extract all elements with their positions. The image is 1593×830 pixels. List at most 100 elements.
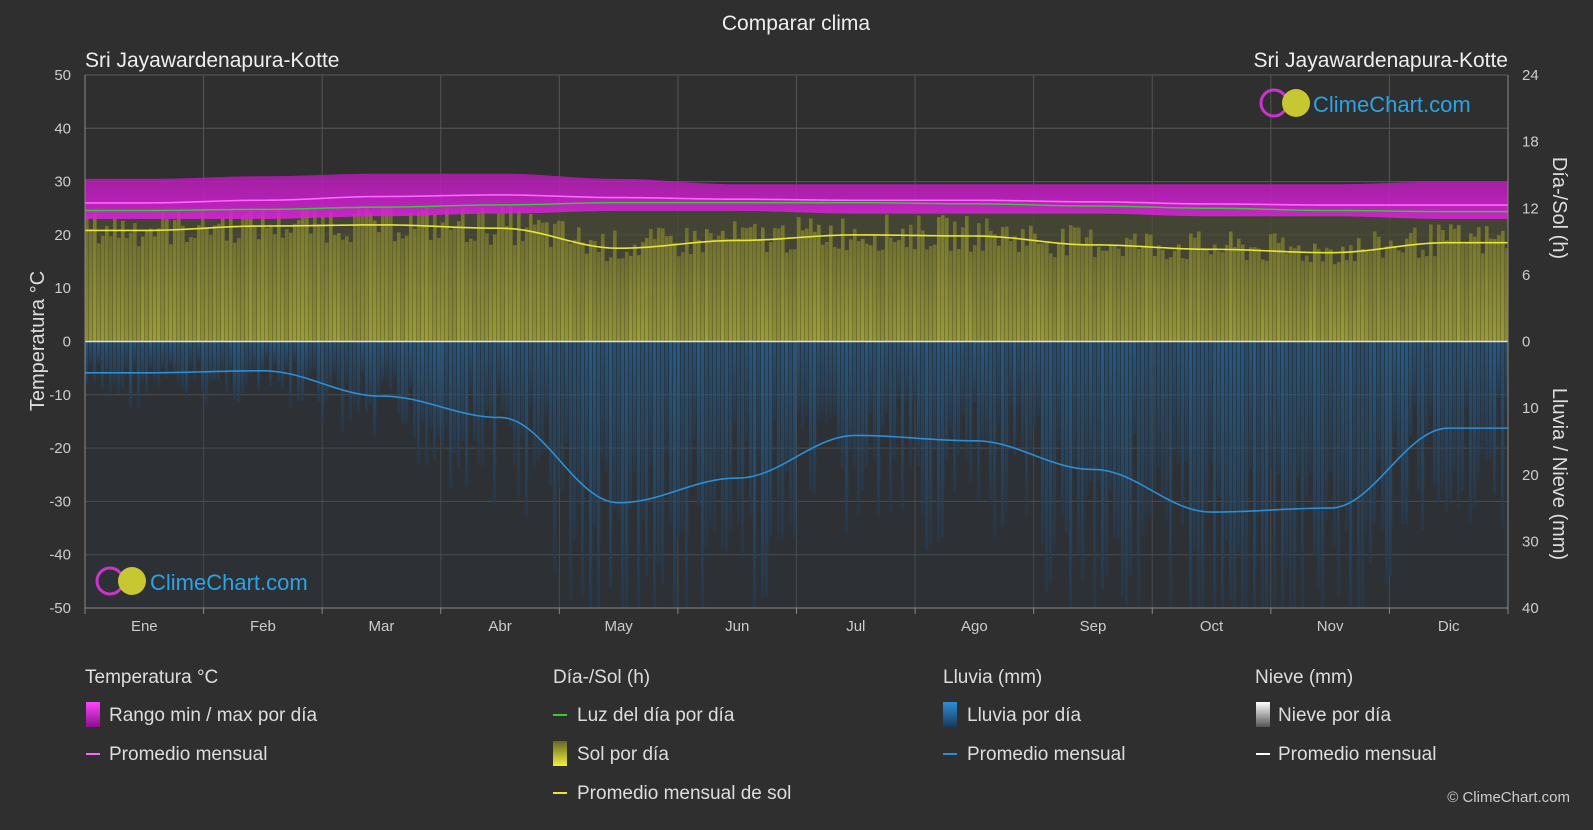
sun-bar xyxy=(97,243,101,342)
sun-bar xyxy=(381,207,385,342)
sun-bar xyxy=(629,255,633,342)
rain-bar xyxy=(665,341,669,455)
sun-bar xyxy=(977,223,981,342)
rain-bar xyxy=(797,341,801,413)
rain-bar xyxy=(173,341,177,372)
sun-bar xyxy=(1417,257,1421,342)
rain-bar xyxy=(709,341,713,529)
rain-bar xyxy=(253,341,257,370)
rain-bar xyxy=(769,341,773,536)
rain-bar xyxy=(1485,341,1489,462)
sun-bar xyxy=(133,223,137,342)
sun-bar xyxy=(933,244,937,342)
sun-bar xyxy=(1069,225,1073,342)
rain-bar xyxy=(1133,341,1137,436)
sun-bar xyxy=(345,236,349,342)
sun-bar xyxy=(861,238,865,342)
sun-bar xyxy=(1033,233,1037,342)
sun-bar xyxy=(537,220,541,342)
rain-bar xyxy=(1049,341,1053,583)
sun-bar xyxy=(1477,227,1481,342)
rain-bar xyxy=(397,341,401,415)
sun-bar xyxy=(689,254,693,342)
sun-bar xyxy=(729,239,733,342)
sun-bar xyxy=(1049,253,1053,342)
rain-bar xyxy=(241,341,245,395)
sun-bar xyxy=(137,246,141,342)
rain-bar xyxy=(497,341,501,392)
rain-bar xyxy=(1257,341,1261,515)
sun-bar xyxy=(929,246,933,342)
sun-bar xyxy=(165,219,169,342)
sun-bar xyxy=(985,218,989,342)
month-label: Nov xyxy=(1317,618,1344,635)
rain-bar xyxy=(89,341,93,367)
rain-bar xyxy=(601,341,605,458)
sun-bar xyxy=(1473,236,1477,342)
sun-bar xyxy=(509,206,513,342)
sun-bar xyxy=(1001,227,1005,342)
sun-bar xyxy=(561,221,565,342)
rain-bar xyxy=(1009,341,1013,408)
rain-bar xyxy=(101,341,105,390)
sun-bar xyxy=(1433,256,1437,342)
sun-bar xyxy=(1373,231,1377,342)
sun-bar xyxy=(125,237,129,342)
sun-bar xyxy=(553,223,557,342)
rain-bar xyxy=(481,341,485,468)
sun-bar xyxy=(1153,256,1157,342)
sun-bar xyxy=(1321,261,1325,342)
rain-bar xyxy=(373,341,377,437)
sun-bar xyxy=(1405,238,1409,342)
rain-bar xyxy=(581,341,585,596)
rain-bar xyxy=(641,341,645,522)
sun-bar xyxy=(989,230,993,342)
logo-top-right: ClimeChart.com xyxy=(1259,88,1471,118)
rain-bar xyxy=(189,341,193,367)
sun-bar xyxy=(85,216,89,342)
rain-bar xyxy=(557,341,561,490)
rain-bar xyxy=(389,341,393,391)
rain-bar xyxy=(313,341,317,371)
sun-bar xyxy=(825,241,829,342)
rain-bar xyxy=(809,341,813,492)
rain-bar xyxy=(729,341,733,532)
rain-bar xyxy=(1185,341,1189,463)
rain-bar xyxy=(529,341,533,408)
sun-bar xyxy=(105,225,109,342)
rain-bar xyxy=(1249,341,1253,470)
rain-bar xyxy=(621,341,625,608)
sun-bar xyxy=(365,207,369,342)
month-label: Jul xyxy=(846,618,865,635)
sun-bar xyxy=(645,238,649,342)
sun-bar xyxy=(965,216,969,342)
sun-bar xyxy=(673,243,677,342)
month-label: May xyxy=(604,618,633,635)
sun-bar xyxy=(1161,249,1165,342)
rain-bar xyxy=(973,341,977,402)
rain-bar xyxy=(185,341,189,398)
sun-bar xyxy=(557,220,561,342)
sun-bar xyxy=(1489,238,1493,342)
rain-bar xyxy=(1421,341,1425,531)
sun-bar xyxy=(1369,251,1373,342)
sun-bar xyxy=(541,222,545,342)
right-top-tick-label: 12 xyxy=(1522,200,1539,217)
rain-bar xyxy=(1433,341,1437,487)
sun-bar xyxy=(181,225,185,342)
rain-bar xyxy=(1465,341,1469,408)
rain-bar xyxy=(1317,341,1321,590)
sun-bar xyxy=(685,227,689,342)
left-axis-label: Temperatura °C xyxy=(27,271,49,411)
rain-bar xyxy=(1501,341,1505,529)
rain-bar xyxy=(333,341,337,374)
sun-bar xyxy=(1065,255,1069,342)
sun-bar xyxy=(1409,232,1413,342)
sun-bar xyxy=(1317,249,1321,342)
sun-bar xyxy=(1357,238,1361,342)
left-tick-label: 40 xyxy=(54,120,71,137)
sun-bar xyxy=(405,235,409,342)
rain-bar xyxy=(205,341,209,406)
rain-bar xyxy=(1165,341,1169,522)
